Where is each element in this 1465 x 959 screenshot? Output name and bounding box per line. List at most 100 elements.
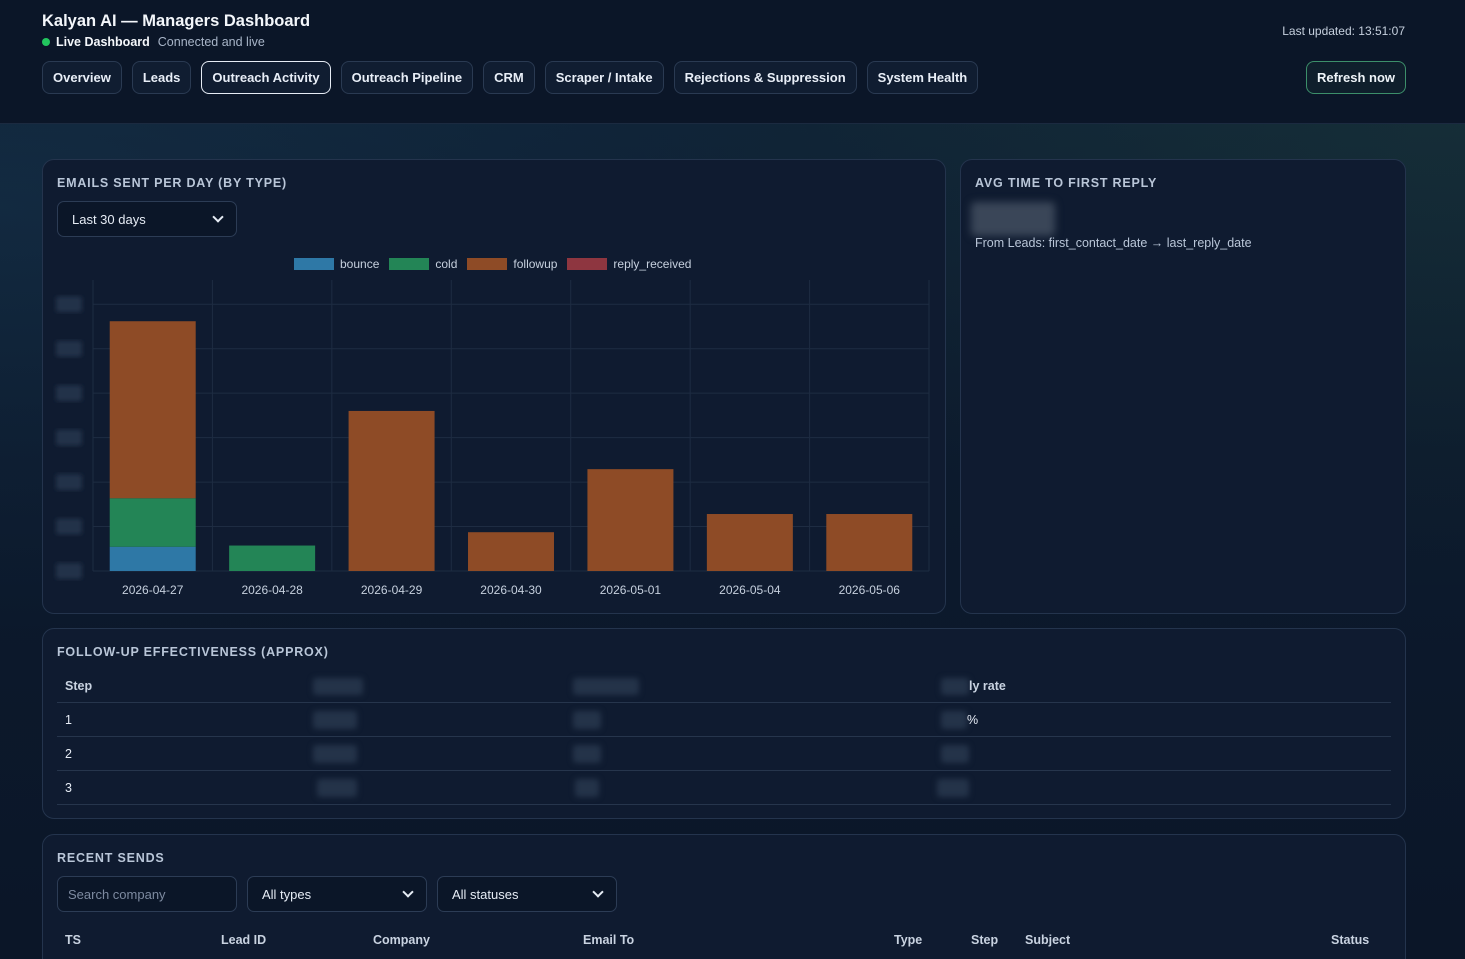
tab-overview[interactable]: Overview xyxy=(42,61,122,94)
refresh-button[interactable]: Refresh now xyxy=(1305,61,1406,94)
x-tick-label: 2026-04-27 xyxy=(122,583,184,597)
col-redacted xyxy=(941,678,969,695)
range-select[interactable]: Last 30 days xyxy=(57,201,237,237)
x-tick-label: 2026-05-04 xyxy=(719,583,781,597)
recent-card-title: RECENT SENDS xyxy=(57,851,165,865)
cell-redacted xyxy=(317,779,357,797)
y-tick-redacted xyxy=(56,474,82,491)
col-subject[interactable]: Subject xyxy=(1025,933,1071,947)
bar-followup xyxy=(706,514,793,571)
search-input[interactable]: Search company xyxy=(57,876,237,912)
col-reply-rate: ly rate xyxy=(969,679,1006,693)
legend-swatch xyxy=(389,258,430,270)
col-redacted xyxy=(313,678,363,695)
legend-item-reply-received[interactable]: reply_received xyxy=(567,257,691,271)
chart-legend: bounce cold followup reply_received xyxy=(294,257,691,271)
type-select[interactable]: All types xyxy=(247,876,427,912)
top-header: Kalyan AI — Managers Dashboard Live Dash… xyxy=(0,0,1465,124)
bar-followup xyxy=(348,410,435,571)
live-label: Live Dashboard xyxy=(56,35,150,49)
live-indicator: Live Dashboard Connected and live xyxy=(42,35,265,49)
legend-label: followup xyxy=(513,257,558,271)
y-tick-redacted xyxy=(56,563,82,579)
status-select-value: All statuses xyxy=(452,886,519,902)
x-tick-label: 2026-05-01 xyxy=(600,583,662,597)
cell-redacted xyxy=(937,779,969,797)
col-status[interactable]: Status xyxy=(1331,933,1370,947)
nav-tabs: Overview Leads Outreach Activity Outreac… xyxy=(42,61,979,94)
cell-redacted xyxy=(575,779,599,797)
bar-cold xyxy=(109,498,196,547)
cell-redacted xyxy=(313,711,357,729)
tab-outreach-activity[interactable]: Outreach Activity xyxy=(201,61,331,94)
emails-card-title: EMAILS SENT PER DAY (BY TYPE) xyxy=(57,176,287,190)
x-tick-label: 2026-04-28 xyxy=(241,583,303,597)
last-updated: Last updated: 13:51:07 xyxy=(1282,24,1405,38)
legend-item-followup[interactable]: followup xyxy=(467,257,557,271)
legend-label: bounce xyxy=(340,257,380,271)
y-tick-redacted xyxy=(56,385,82,402)
avg-card-title: AVG TIME TO FIRST REPLY xyxy=(975,176,1158,190)
y-tick-redacted xyxy=(56,429,82,446)
col-email-to[interactable]: Email To xyxy=(583,933,635,947)
table-row: 3 xyxy=(57,771,1391,805)
bar-followup xyxy=(468,532,554,571)
bar-followup xyxy=(109,321,196,499)
row-step: 3 xyxy=(65,781,72,795)
table-row: 2 xyxy=(57,737,1391,771)
legend-swatch xyxy=(567,258,608,270)
bar-followup xyxy=(826,514,913,571)
status-select[interactable]: All statuses xyxy=(437,876,617,912)
cell-redacted xyxy=(941,711,967,729)
legend-label: reply_received xyxy=(613,257,692,271)
y-tick-redacted xyxy=(56,340,82,357)
legend-item-bounce[interactable]: bounce xyxy=(294,257,379,271)
tab-system-health[interactable]: System Health xyxy=(866,61,979,94)
col-type[interactable]: Type xyxy=(894,933,923,947)
type-select-value: All types xyxy=(262,886,312,902)
bar-bounce xyxy=(109,546,196,571)
emails-per-day-card: EMAILS SENT PER DAY (BY TYPE) Last 30 da… xyxy=(42,159,946,614)
legend-item-cold[interactable]: cold xyxy=(389,257,457,271)
col-step[interactable]: Step xyxy=(971,933,999,947)
legend-swatch xyxy=(467,258,508,270)
y-tick-redacted xyxy=(56,518,82,535)
range-select-value: Last 30 days xyxy=(72,211,146,227)
recent-sends-card: RECENT SENDS Search company All types Al… xyxy=(42,834,1406,959)
followup-effectiveness-card: FOLLOW-UP EFFECTIVENESS (APPROX) Step ly… xyxy=(42,628,1406,819)
bar-cold xyxy=(229,545,316,571)
avg-value-redacted xyxy=(971,202,1055,236)
tab-rejections-suppression[interactable]: Rejections & Suppression xyxy=(673,61,857,94)
tab-outreach-pipeline[interactable]: Outreach Pipeline xyxy=(340,61,474,94)
table-header-row: Step ly rate xyxy=(57,669,1391,703)
col-company[interactable]: Company xyxy=(373,933,430,947)
chevron-down-icon xyxy=(592,886,604,898)
cell-redacted xyxy=(573,745,601,763)
x-tick-label: 2026-04-29 xyxy=(361,583,423,597)
avg-time-card: AVG TIME TO FIRST REPLY From Leads: firs… xyxy=(960,159,1406,614)
col-step: Step xyxy=(65,679,93,693)
followup-card-title: FOLLOW-UP EFFECTIVENESS (APPROX) xyxy=(57,645,329,659)
col-lead-id[interactable]: Lead ID xyxy=(221,933,267,947)
cell-redacted xyxy=(941,745,969,763)
row-rate: % xyxy=(967,713,979,727)
live-dot-icon xyxy=(42,38,50,46)
bar-followup xyxy=(587,469,674,571)
cell-redacted xyxy=(573,711,601,729)
col-ts[interactable]: TS xyxy=(65,933,81,947)
row-step: 2 xyxy=(65,747,72,761)
chevron-down-icon xyxy=(402,886,414,898)
y-tick-redacted xyxy=(56,296,82,313)
emails-bar-chart: 2026-04-27 2026-04-28 2026-04-29 2026-04-30… xyxy=(56,280,930,597)
row-step: 1 xyxy=(65,713,72,727)
tab-leads[interactable]: Leads xyxy=(131,61,192,94)
app-title: Kalyan AI — Managers Dashboard xyxy=(42,12,311,30)
avg-card-note: From Leads: first_contact_date → last_re… xyxy=(975,236,1252,250)
legend-label: cold xyxy=(435,257,458,271)
tab-scraper-intake[interactable]: Scraper / Intake xyxy=(544,61,664,94)
legend-swatch xyxy=(294,258,334,270)
x-tick-label: 2026-05-06 xyxy=(839,583,901,597)
tab-crm[interactable]: CRM xyxy=(483,61,535,94)
live-status: Connected and live xyxy=(157,35,265,49)
table-row: 1 % xyxy=(57,703,1391,737)
